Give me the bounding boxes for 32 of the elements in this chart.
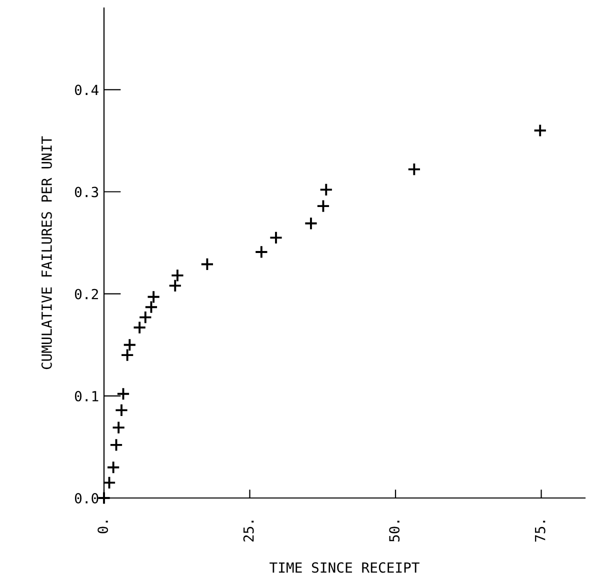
point [304, 216, 318, 230]
y-tick-label: 0.0 [74, 493, 98, 504]
y-tick-label: 0.3 [74, 186, 98, 198]
y-tick-label: 0.4 [74, 84, 98, 96]
point [254, 245, 268, 259]
point [316, 199, 330, 213]
point [144, 300, 158, 314]
point [122, 338, 136, 352]
x-tick-label: 25. [243, 520, 254, 542]
point [114, 403, 128, 417]
x-axis-title: TIME SINCE RECEIPT [270, 562, 420, 573]
y-tick-label: 0.1 [74, 390, 98, 402]
point [533, 124, 547, 138]
point [109, 438, 124, 452]
point [168, 278, 182, 292]
point [138, 310, 152, 324]
y-tick-label: 0.2 [74, 288, 98, 300]
point [120, 348, 134, 362]
point [269, 230, 283, 244]
point [106, 460, 120, 474]
x-tick-label: 0. [98, 520, 108, 534]
point [170, 268, 184, 282]
point [319, 182, 333, 196]
point [146, 290, 160, 304]
point [407, 162, 421, 176]
x-tick-label: 75. [535, 520, 546, 542]
point [200, 257, 214, 272]
point [102, 476, 116, 490]
point [112, 420, 126, 434]
y-axis-title: CUMULATIVE FAILURES PER UNIT [41, 136, 52, 370]
x-tick-label: 50. [389, 520, 400, 542]
point [132, 320, 146, 334]
